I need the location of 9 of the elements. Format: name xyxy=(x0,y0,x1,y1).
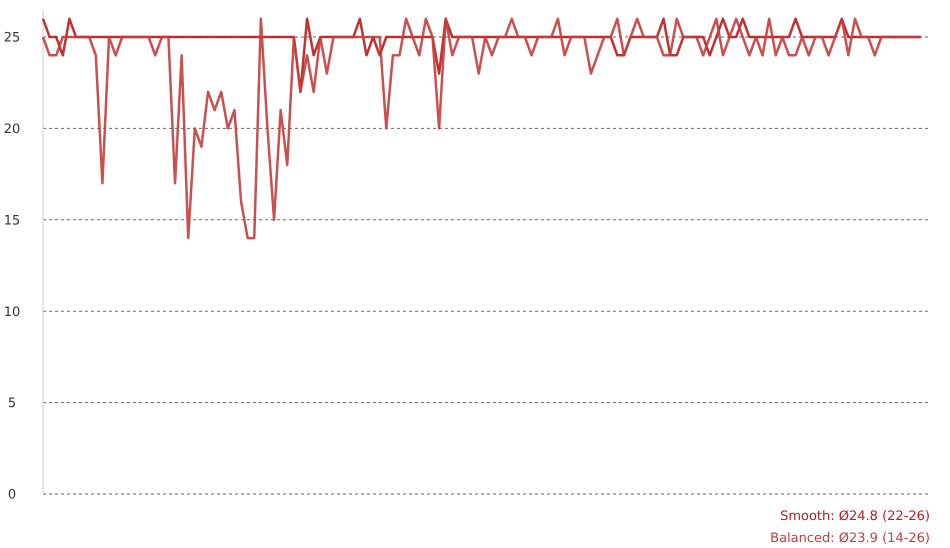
y-tick-label: 15 xyxy=(4,213,20,228)
text: Balanced: Ø23.9 (14-26) xyxy=(770,531,930,546)
y-tick-label: 20 xyxy=(4,122,20,137)
y-tick-label: 5 xyxy=(8,396,16,412)
line-series xyxy=(42,17,922,240)
y-tick-label: 10 xyxy=(4,304,20,320)
text: Smooth: Ø24.8 (22-26) xyxy=(780,509,930,524)
y-tick-label: 0 xyxy=(8,488,16,503)
y-tick-label: 25 xyxy=(4,30,20,46)
